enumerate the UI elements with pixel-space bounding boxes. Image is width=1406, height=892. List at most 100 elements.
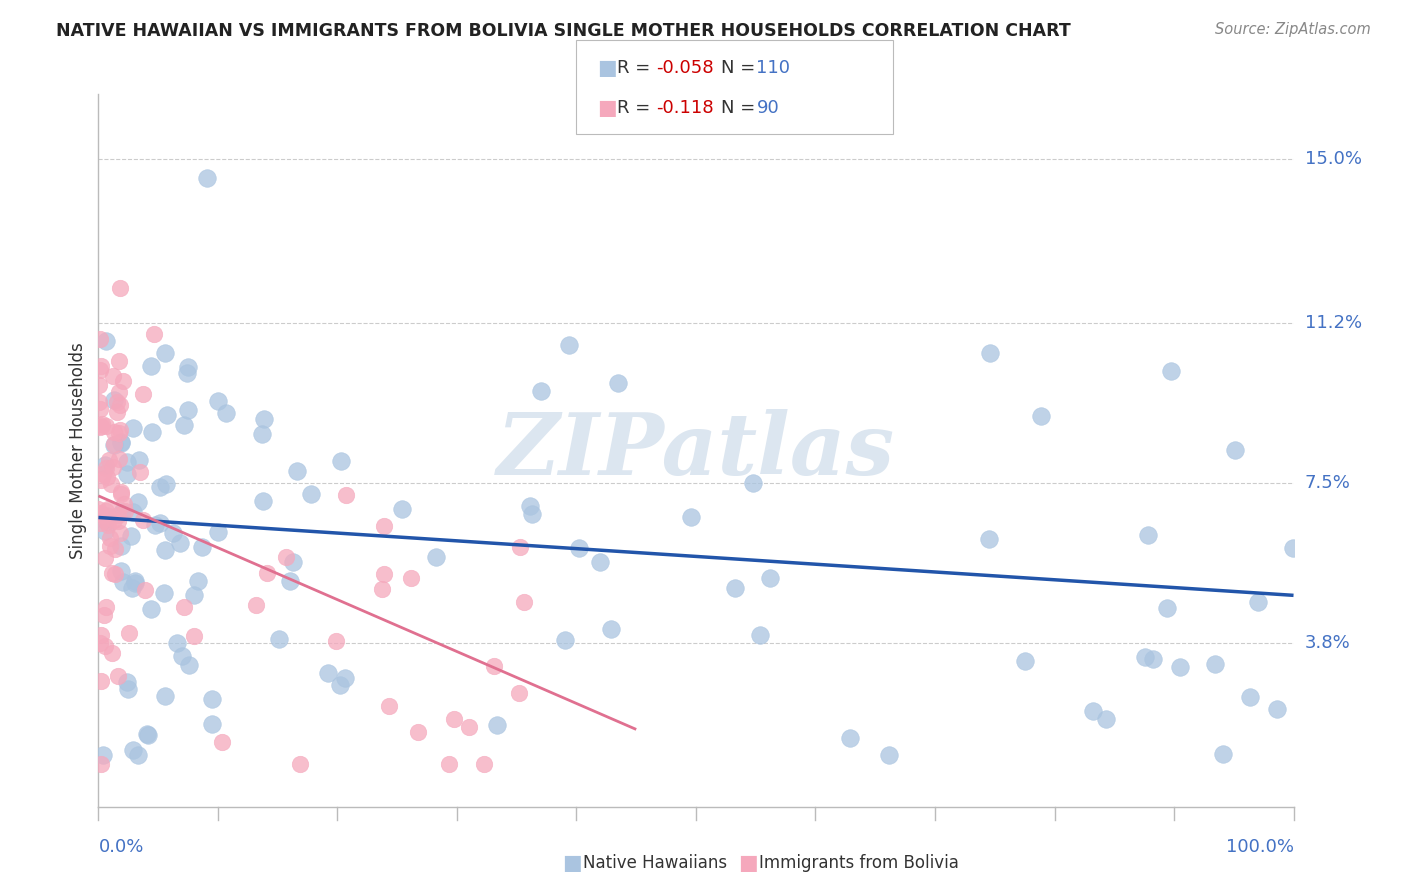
Point <box>136 728 159 742</box>
Point <box>89 516 111 531</box>
Point <box>153 689 176 703</box>
Point <box>681 510 703 524</box>
Point <box>437 757 460 772</box>
Point <box>112 497 135 511</box>
Point <box>115 674 138 689</box>
Point <box>513 595 536 609</box>
Point <box>101 369 124 384</box>
Point <box>1239 690 1261 705</box>
Point <box>1142 652 1164 666</box>
Point <box>391 502 413 516</box>
Point <box>288 757 311 772</box>
Point <box>267 632 290 647</box>
Point <box>91 417 114 432</box>
Point <box>121 505 143 519</box>
Point <box>316 665 339 680</box>
Point <box>97 517 120 532</box>
Point <box>111 374 134 388</box>
Point <box>87 506 110 520</box>
Point <box>108 423 131 437</box>
Point <box>91 467 114 481</box>
Point <box>373 519 395 533</box>
Text: ■: ■ <box>598 98 617 118</box>
Point <box>87 378 110 392</box>
Point <box>90 757 112 772</box>
Point <box>278 574 301 588</box>
Text: ■: ■ <box>738 854 758 873</box>
Point <box>520 508 543 522</box>
Point <box>200 716 222 731</box>
Point <box>101 566 124 580</box>
Point <box>215 406 238 420</box>
Point <box>131 387 153 401</box>
Point <box>104 542 127 557</box>
Point <box>112 574 135 589</box>
Point <box>530 384 553 398</box>
Point <box>1160 364 1182 378</box>
Point <box>1094 712 1116 726</box>
Point <box>373 567 395 582</box>
Text: 90: 90 <box>756 99 779 117</box>
Text: 7.5%: 7.5% <box>1305 474 1351 491</box>
Text: 110: 110 <box>756 60 790 78</box>
Y-axis label: Single Mother Households: Single Mother Households <box>69 343 87 558</box>
Point <box>114 504 136 518</box>
Point <box>143 327 166 342</box>
Point <box>378 699 401 714</box>
Point <box>141 359 163 374</box>
Point <box>285 464 308 478</box>
Point <box>599 622 621 636</box>
Point <box>749 628 772 642</box>
Point <box>401 571 423 585</box>
Point <box>1223 442 1246 457</box>
Point <box>90 359 112 373</box>
Point <box>149 480 172 494</box>
Text: -0.118: -0.118 <box>657 99 714 117</box>
Point <box>131 513 153 527</box>
Text: Native Hawaiians: Native Hawaiians <box>583 855 728 872</box>
Point <box>443 712 465 726</box>
Point <box>406 724 429 739</box>
Point <box>108 385 131 400</box>
Point <box>979 346 1001 360</box>
Point <box>177 658 200 673</box>
Point <box>568 541 591 555</box>
Point <box>96 516 118 530</box>
Point <box>607 376 630 390</box>
Point <box>153 346 176 360</box>
Point <box>89 395 111 409</box>
Point <box>101 460 124 475</box>
Point <box>93 458 115 472</box>
Point <box>127 495 149 509</box>
Point <box>1265 702 1288 716</box>
Point <box>124 574 146 588</box>
Point <box>1137 528 1160 542</box>
Point <box>91 508 114 523</box>
Text: Immigrants from Bolivia: Immigrants from Bolivia <box>759 855 959 872</box>
Point <box>187 574 209 588</box>
Point <box>96 508 118 523</box>
Point <box>103 393 125 408</box>
Point <box>256 566 278 581</box>
Text: 15.0%: 15.0% <box>1305 150 1361 168</box>
Point <box>173 417 195 432</box>
Point <box>110 564 132 578</box>
Point <box>117 682 139 697</box>
Point <box>253 412 276 426</box>
Point <box>90 673 112 688</box>
Point <box>121 743 143 757</box>
Point <box>98 539 121 553</box>
Point <box>121 582 143 596</box>
Point <box>370 582 392 596</box>
Point <box>1204 657 1226 672</box>
Point <box>482 659 505 673</box>
Point <box>472 757 495 772</box>
Point <box>115 455 138 469</box>
Point <box>128 452 150 467</box>
Text: N =: N = <box>721 60 761 78</box>
Point <box>839 731 862 745</box>
Point <box>330 454 353 468</box>
Text: 3.8%: 3.8% <box>1305 634 1350 652</box>
Point <box>1212 747 1234 761</box>
Point <box>89 332 111 346</box>
